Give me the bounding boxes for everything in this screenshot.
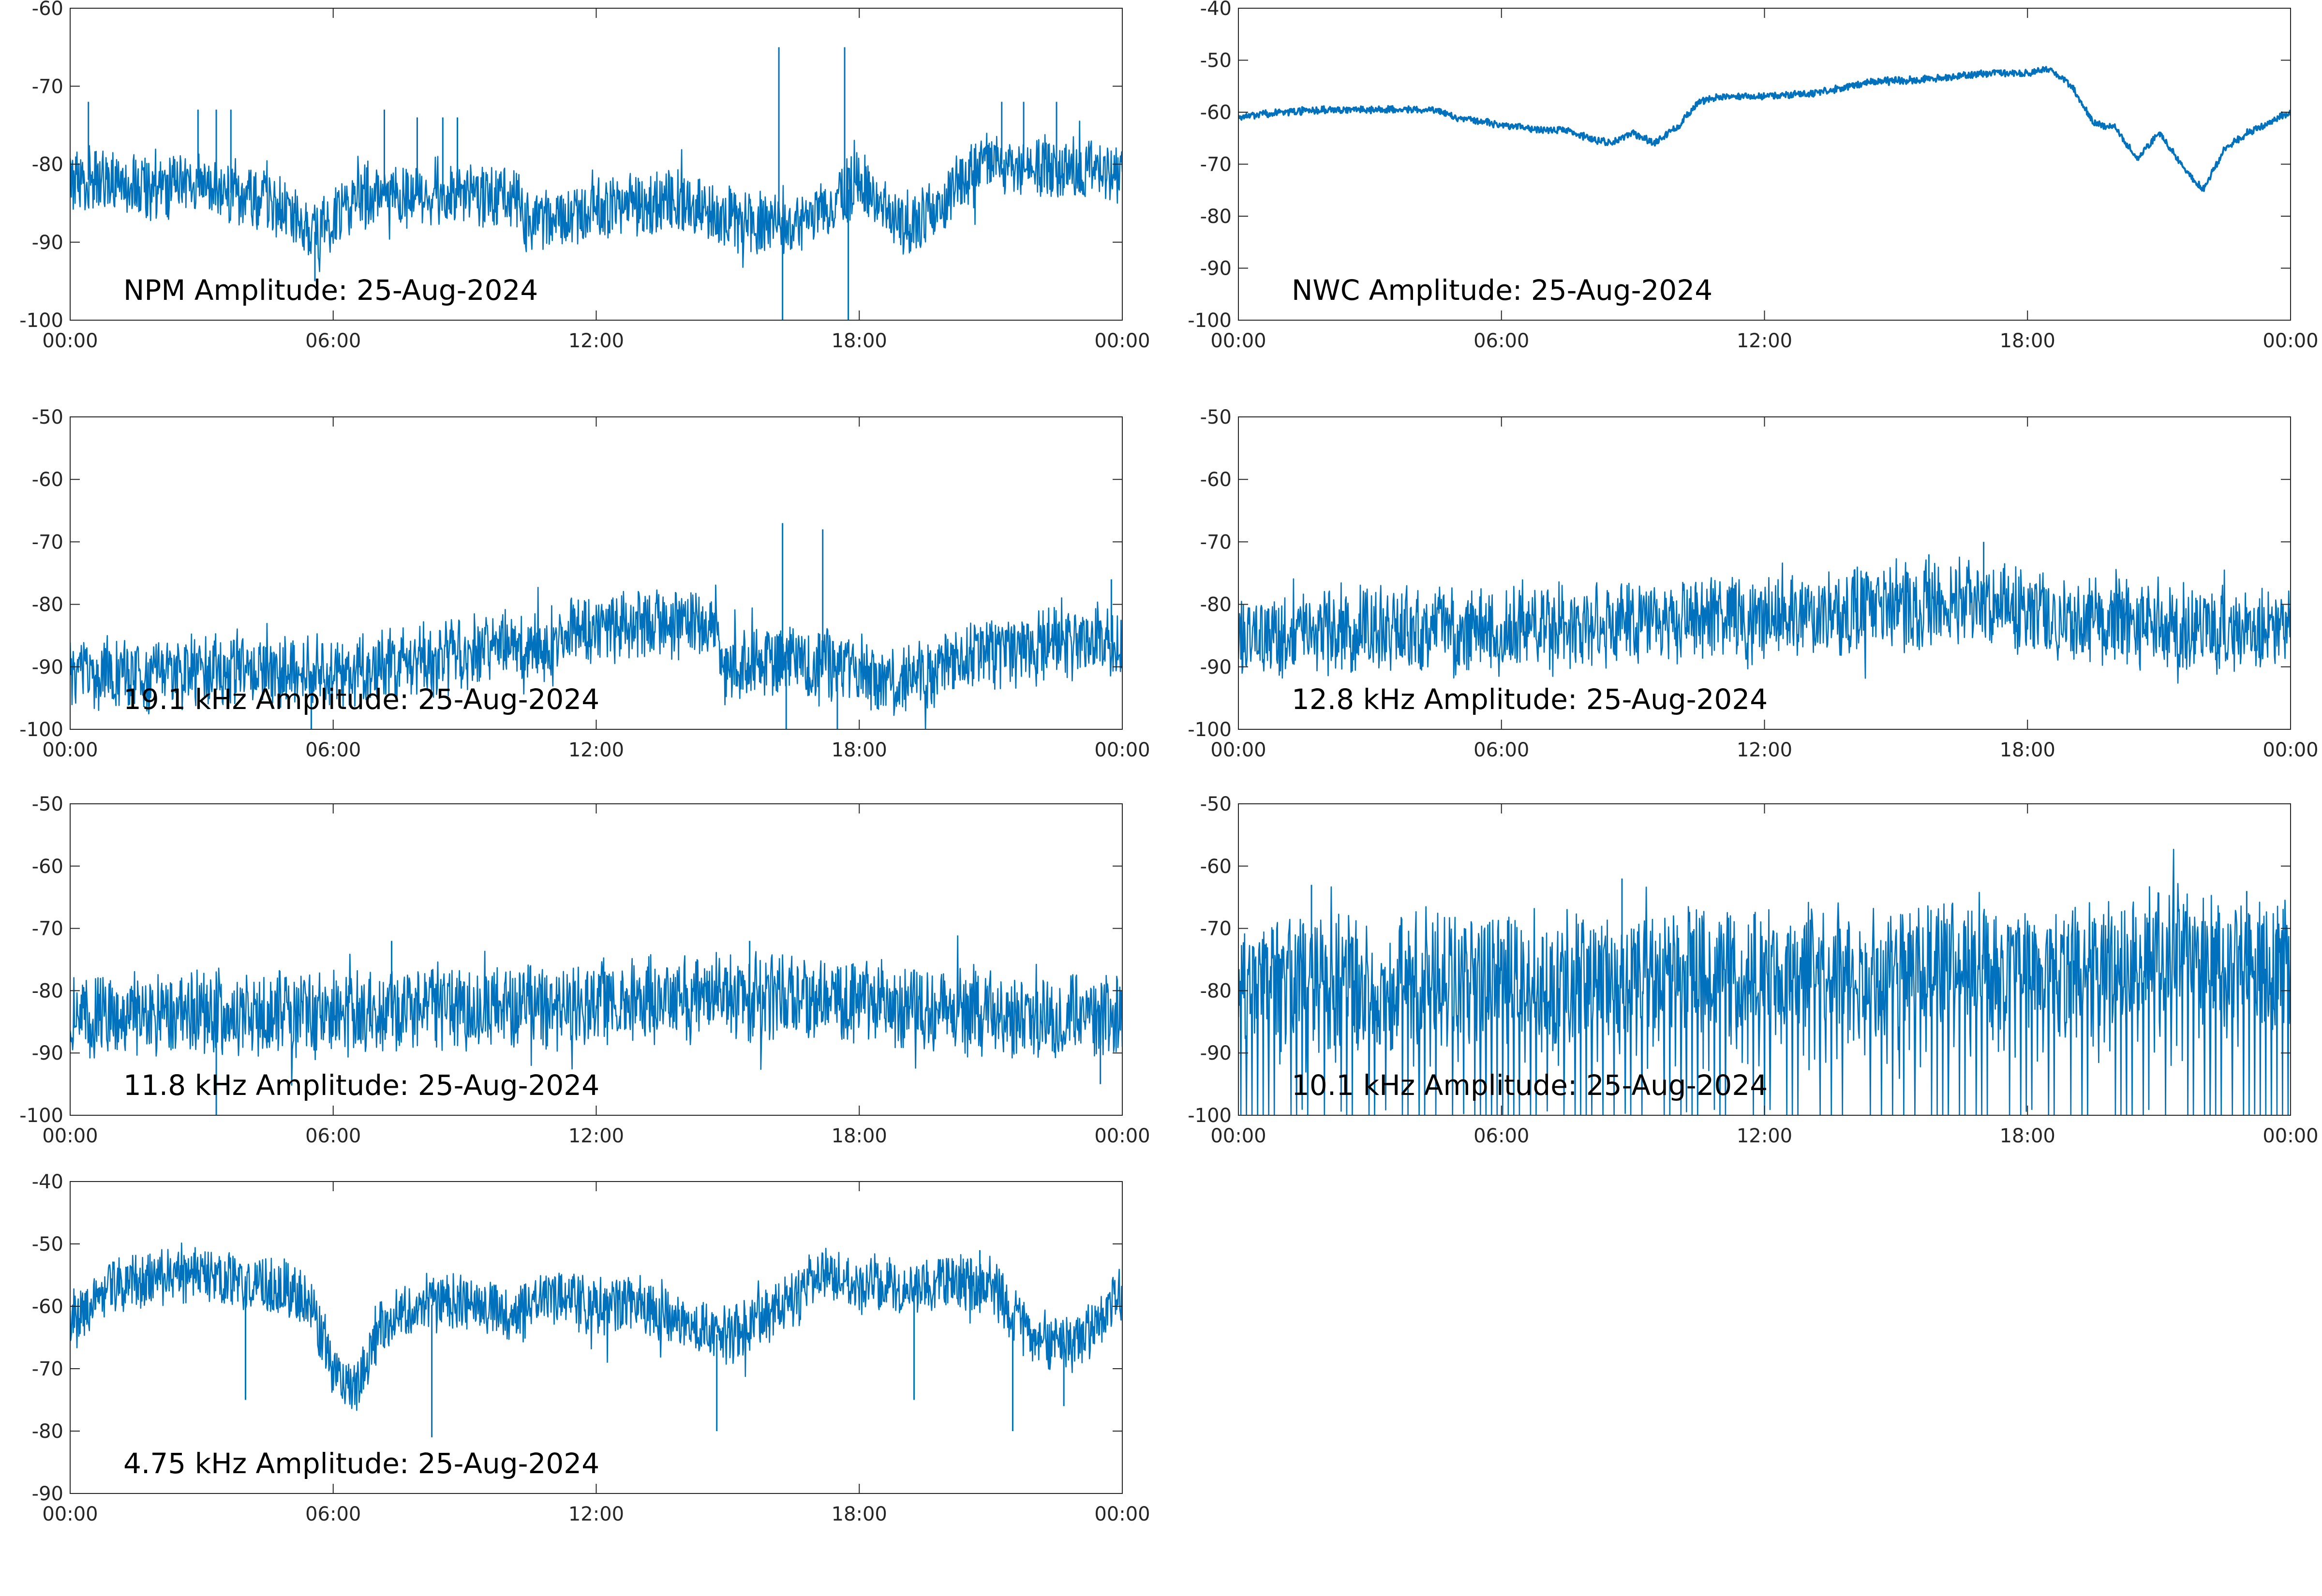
chart-title: 12.8 kHz Amplitude: 25-Aug-2024 bbox=[1292, 683, 1768, 716]
y-tick-label: -100 bbox=[1188, 1105, 1232, 1127]
x-tick-label: 06:00 bbox=[1474, 330, 1529, 352]
x-tick-label: 18:00 bbox=[832, 1125, 887, 1147]
x-tick-label: 18:00 bbox=[2000, 330, 2055, 352]
x-tick-label: 18:00 bbox=[832, 1503, 887, 1525]
y-tick-label: -60 bbox=[1200, 102, 1232, 124]
y-tick-label: -80 bbox=[32, 980, 63, 1002]
chart-title: NWC Amplitude: 25-Aug-2024 bbox=[1292, 274, 1712, 307]
x-tick-label: 00:00 bbox=[42, 1125, 98, 1147]
chart-panel-1: -100 -90 -80 -70 -60 00:00 06:00 12:00 18:00 00:0… bbox=[19, 0, 1150, 352]
y-tick-label: -70 bbox=[1200, 154, 1232, 176]
y-tick-label: -50 bbox=[32, 406, 63, 429]
x-tick-label: 18:00 bbox=[2000, 739, 2055, 761]
series-line bbox=[1238, 556, 2291, 684]
x-tick-label: 12:00 bbox=[1737, 330, 1792, 352]
x-tick-label: 12:00 bbox=[1737, 739, 1792, 761]
y-tick-label: -70 bbox=[32, 1358, 63, 1380]
chart-title: NPM Amplitude: 25-Aug-2024 bbox=[123, 274, 538, 307]
chart-panel-3: -100 -90 -80 -70 -60 -50 00:00 06:00 12:00 18:00 0… bbox=[19, 406, 1150, 761]
chart-panel-7: -90 -80 -70 -60 -50 -40 00:00 06:00 12:00 18:00 00… bbox=[32, 1171, 1150, 1525]
y-tick-label: -60 bbox=[32, 1296, 63, 1318]
x-tick-label: 06:00 bbox=[305, 330, 361, 352]
y-tick-label: -40 bbox=[32, 1171, 63, 1193]
y-tick-label: -100 bbox=[1188, 310, 1232, 332]
x-tick-label: 00:00 bbox=[1210, 1125, 1266, 1147]
x-tick-label: 00:00 bbox=[1210, 330, 1266, 352]
y-tick-label: -90 bbox=[32, 1042, 63, 1064]
y-tick-label: -70 bbox=[1200, 531, 1232, 553]
y-tick-label: -80 bbox=[32, 594, 63, 616]
chart-panel-2: -100 -90 -80 -70 -60 -50 -40 00:00 06:00 12:00 18:… bbox=[1188, 0, 2318, 352]
y-tick-label: -80 bbox=[1200, 594, 1232, 616]
y-tick-label: -50 bbox=[1200, 406, 1232, 429]
x-tick-label: 06:00 bbox=[305, 1503, 361, 1525]
y-tick-label: -100 bbox=[19, 1105, 63, 1127]
x-tick-label: 18:00 bbox=[2000, 1125, 2055, 1147]
y-tick-label: -70 bbox=[1200, 918, 1232, 940]
y-tick-label: -50 bbox=[32, 793, 63, 815]
y-tick-label: -60 bbox=[1200, 469, 1232, 491]
y-tick-label: -60 bbox=[32, 469, 63, 491]
x-tick-label: 00:00 bbox=[2262, 330, 2318, 352]
y-tick-label: -70 bbox=[32, 75, 63, 98]
y-tick-label: -90 bbox=[1200, 656, 1232, 679]
y-tick-label: -70 bbox=[32, 918, 63, 940]
series-line bbox=[70, 120, 1122, 272]
y-tick-label: -100 bbox=[19, 310, 63, 332]
series-line bbox=[70, 935, 1122, 1086]
y-tick-label: -60 bbox=[1200, 856, 1232, 878]
chart-title: 11.8 kHz Amplitude: 25-Aug-2024 bbox=[123, 1069, 599, 1102]
y-tick-label: -50 bbox=[1200, 793, 1232, 815]
series-line bbox=[1238, 849, 2291, 1115]
y-tick-label: -70 bbox=[32, 531, 63, 553]
x-tick-label: 00:00 bbox=[2262, 739, 2318, 761]
chart-title: 10.1 kHz Amplitude: 25-Aug-2024 bbox=[1292, 1069, 1768, 1102]
y-tick-label: -90 bbox=[32, 232, 63, 254]
x-tick-label: 12:00 bbox=[568, 739, 624, 761]
chart-panel-4: -100 -90 -80 -70 -60 -50 00:00 06:00 12:00 18:00 0… bbox=[1188, 406, 2318, 761]
x-tick-label: 00:00 bbox=[42, 330, 98, 352]
x-tick-label: 00:00 bbox=[1094, 1125, 1150, 1147]
y-tick-label: -80 bbox=[32, 1420, 63, 1443]
chart-panel-5: -100 -90 -80 -70 -60 -50 00:00 06:00 12:00 18:00 0… bbox=[19, 793, 1150, 1147]
x-tick-label: 06:00 bbox=[1474, 1125, 1529, 1147]
y-tick-label: -50 bbox=[32, 1233, 63, 1256]
y-tick-label: -80 bbox=[1200, 980, 1232, 1002]
x-tick-label: 00:00 bbox=[1094, 739, 1150, 761]
x-tick-label: 12:00 bbox=[568, 1125, 624, 1147]
x-tick-label: 12:00 bbox=[568, 1503, 624, 1525]
series-line bbox=[1238, 66, 2291, 192]
y-tick-label: -100 bbox=[1188, 719, 1232, 741]
y-tick-label: -90 bbox=[1200, 258, 1232, 280]
x-tick-label: 06:00 bbox=[305, 1125, 361, 1147]
y-tick-label: -80 bbox=[32, 154, 63, 176]
y-tick-label: -90 bbox=[32, 656, 63, 679]
y-tick-label: -40 bbox=[1200, 0, 1232, 20]
x-tick-label: 12:00 bbox=[568, 330, 624, 352]
x-tick-label: 18:00 bbox=[832, 739, 887, 761]
y-tick-label: -90 bbox=[1200, 1042, 1232, 1064]
chart-title: 19.1 kHz Amplitude: 25-Aug-2024 bbox=[123, 683, 599, 716]
x-tick-label: 00:00 bbox=[2262, 1125, 2318, 1147]
series-line bbox=[70, 584, 1122, 729]
x-tick-label: 00:00 bbox=[1094, 1503, 1150, 1525]
y-tick-label: -60 bbox=[32, 856, 63, 878]
chart-title: 4.75 kHz Amplitude: 25-Aug-2024 bbox=[123, 1447, 599, 1480]
x-tick-label: 12:00 bbox=[1737, 1125, 1792, 1147]
y-tick-label: -80 bbox=[1200, 206, 1232, 228]
series-line bbox=[70, 1242, 1122, 1411]
y-tick-label: -100 bbox=[19, 719, 63, 741]
y-tick-label: -90 bbox=[32, 1483, 63, 1505]
x-tick-label: 00:00 bbox=[42, 1503, 98, 1525]
x-tick-label: 06:00 bbox=[1474, 739, 1529, 761]
x-tick-label: 18:00 bbox=[832, 330, 887, 352]
x-tick-label: 00:00 bbox=[1210, 739, 1266, 761]
x-tick-label: 00:00 bbox=[42, 739, 98, 761]
x-tick-label: 00:00 bbox=[1094, 330, 1150, 352]
y-tick-label: -60 bbox=[32, 0, 63, 20]
chart-panel-6: -100 -90 -80 -70 -60 -50 00:00 06:00 12:00 18:00 0… bbox=[1188, 793, 2318, 1147]
x-tick-label: 06:00 bbox=[305, 739, 361, 761]
y-tick-label: -50 bbox=[1200, 50, 1232, 72]
